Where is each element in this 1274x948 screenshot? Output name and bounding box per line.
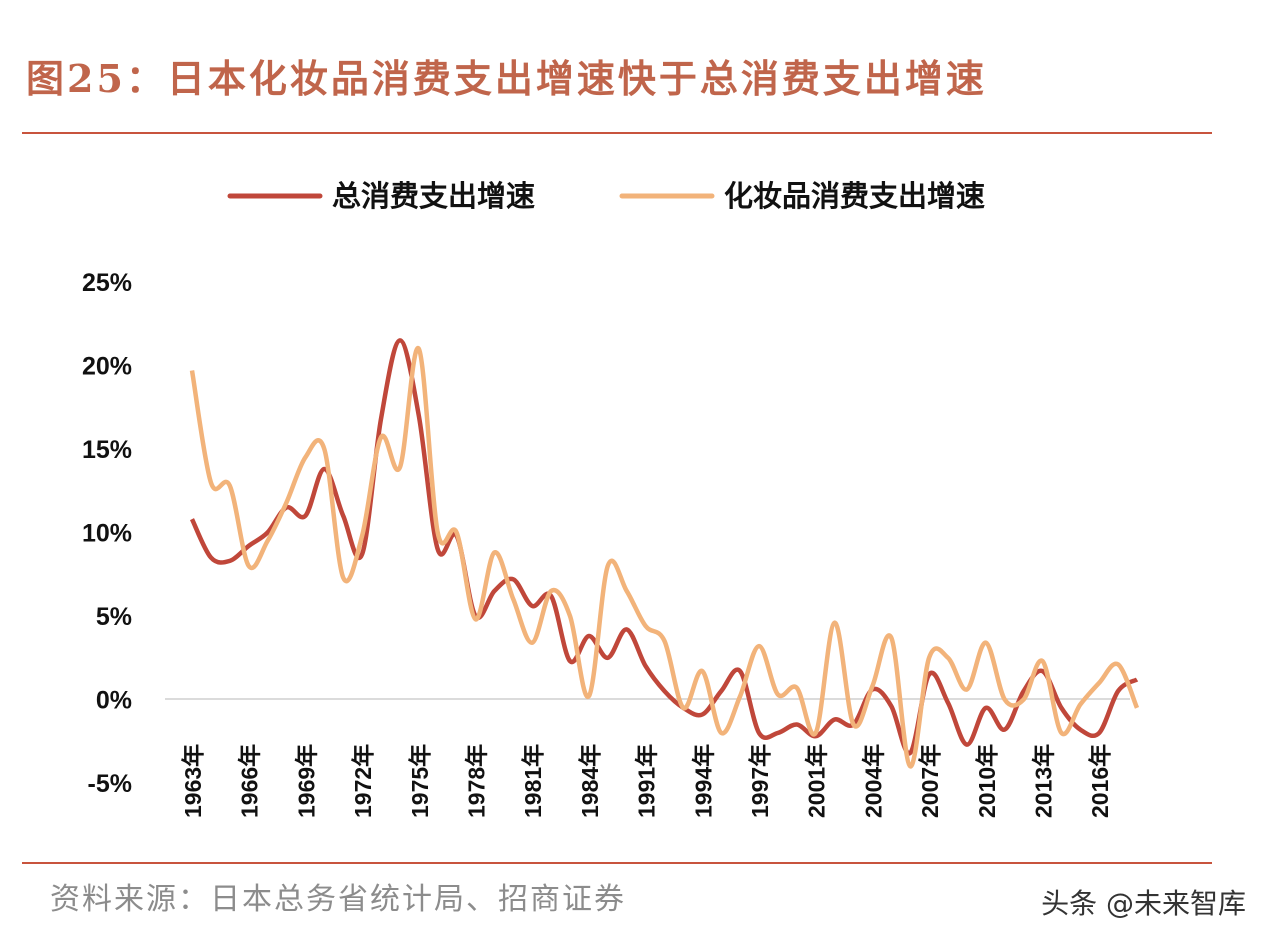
y-tick-label: 25% bbox=[82, 269, 132, 297]
y-axis: 25% 20% 15% 10% 5% 0% -5% bbox=[82, 269, 132, 798]
title-divider bbox=[22, 132, 1212, 134]
x-tick-label: 1994年 bbox=[690, 744, 716, 818]
x-axis: 1963年 1966年 1969年 1972年 1975年 1978年 1981年 1984年… bbox=[180, 744, 1113, 818]
footer-divider bbox=[22, 862, 1212, 864]
x-tick-label: 1981年 bbox=[520, 744, 546, 818]
x-tick-label: 1972年 bbox=[350, 744, 376, 818]
x-tick-label: 1978年 bbox=[464, 744, 490, 818]
plot-area bbox=[189, 338, 1140, 769]
y-tick-label: 10% bbox=[82, 520, 132, 548]
y-tick-label: 5% bbox=[96, 603, 132, 631]
x-tick-label: 2007年 bbox=[917, 744, 943, 818]
watermark: 头条 @未来智库 bbox=[1041, 887, 1246, 920]
series-line-cosmetics bbox=[189, 346, 1140, 769]
x-tick-label: 2010年 bbox=[974, 744, 1000, 818]
x-tick-label: 1963年 bbox=[180, 744, 206, 818]
x-tick-label: 1969年 bbox=[293, 744, 319, 818]
y-tick-label: 20% bbox=[82, 353, 132, 381]
y-tick-label: -5% bbox=[88, 770, 132, 798]
legend-label-cosmetics: 化妆品消费支出增速 bbox=[724, 180, 985, 213]
y-tick-label: 0% bbox=[96, 687, 132, 715]
legend: 总消费支出增速 化妆品消费支出增速 bbox=[227, 180, 985, 213]
series-line-total bbox=[189, 338, 1139, 756]
x-tick-label: 1991年 bbox=[634, 744, 660, 818]
x-tick-label: 1984年 bbox=[577, 744, 603, 818]
x-tick-label: 1966年 bbox=[237, 744, 263, 818]
x-tick-label: 2004年 bbox=[860, 744, 886, 818]
x-tick-label: 2016年 bbox=[1087, 744, 1113, 818]
line-chart: 总消费支出增速 化妆品消费支出增速 25% 20% 15% 10% 5% 0% -5% 19… bbox=[82, 180, 1140, 818]
x-tick-label: 1997年 bbox=[747, 744, 773, 818]
x-tick-label: 2013年 bbox=[1031, 744, 1057, 818]
x-tick-label: 2001年 bbox=[804, 744, 830, 818]
x-tick-label: 1975年 bbox=[407, 744, 433, 818]
page-title: 图25：日本化妆品消费支出增速快于总消费支出增速 bbox=[26, 56, 987, 101]
y-tick-label: 15% bbox=[82, 436, 132, 464]
source-note: 资料来源：日本总务省统计局、招商证券 bbox=[50, 882, 626, 917]
legend-label-total: 总消费支出增速 bbox=[332, 180, 535, 213]
